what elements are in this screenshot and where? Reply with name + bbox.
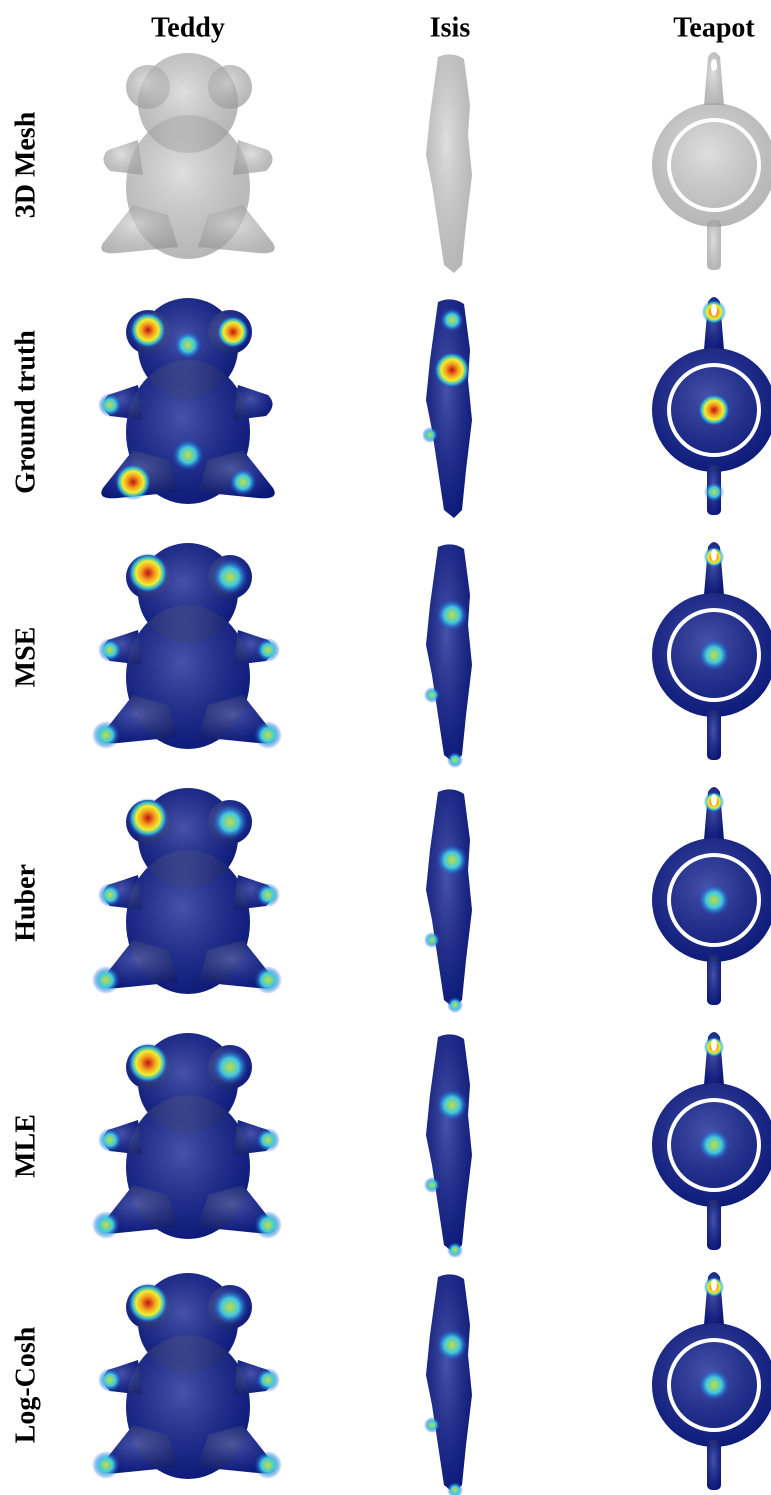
heat-spot bbox=[436, 844, 468, 876]
heat-spot bbox=[130, 312, 166, 348]
heat-spot bbox=[115, 464, 151, 500]
heat-spot bbox=[92, 721, 120, 749]
shading bbox=[101, 1273, 274, 1479]
cell-image bbox=[426, 54, 472, 273]
shading bbox=[426, 1034, 472, 1253]
teapot-hole bbox=[711, 1039, 717, 1051]
row-label: MLE bbox=[10, 1114, 41, 1178]
heat-spot bbox=[698, 1369, 730, 1401]
heat-spot bbox=[217, 316, 249, 348]
heat-spot bbox=[229, 468, 257, 496]
heat-spot bbox=[434, 352, 470, 388]
cell-image bbox=[652, 1272, 771, 1490]
heat-spot bbox=[447, 997, 463, 1013]
heat-spot bbox=[256, 638, 280, 662]
shading bbox=[101, 53, 274, 259]
heat-spot bbox=[436, 1329, 468, 1361]
shading bbox=[426, 1274, 472, 1493]
heat-spot bbox=[128, 798, 168, 838]
figure: Teddy Isis Teapot 3D Mesh Ground truth M… bbox=[0, 0, 771, 1495]
shading bbox=[426, 789, 472, 1008]
heat-spot bbox=[98, 1128, 122, 1152]
cell-grid bbox=[92, 52, 771, 1495]
heat-spot bbox=[698, 884, 730, 916]
heat-spot bbox=[212, 804, 248, 840]
cell-image bbox=[652, 1032, 771, 1250]
shading bbox=[101, 543, 274, 749]
heat-spot bbox=[698, 394, 730, 426]
heat-spot bbox=[92, 1211, 120, 1239]
heat-spot bbox=[128, 1283, 168, 1323]
heat-spot bbox=[98, 393, 122, 417]
heat-spot bbox=[436, 1089, 468, 1121]
teapot-hole bbox=[711, 1279, 717, 1291]
heat-spot bbox=[698, 1129, 730, 1161]
shading bbox=[426, 544, 472, 763]
cell-image bbox=[424, 1274, 472, 1495]
heat-spot bbox=[254, 721, 282, 749]
shading bbox=[101, 1033, 274, 1239]
heat-spot bbox=[92, 966, 120, 994]
heat-spot bbox=[92, 1451, 120, 1479]
heat-spot bbox=[422, 427, 438, 443]
cell-image bbox=[652, 787, 771, 1005]
heat-spot bbox=[98, 883, 122, 907]
column-header: Isis bbox=[430, 12, 471, 43]
heat-spot bbox=[447, 1242, 463, 1258]
teapot-hole bbox=[711, 794, 717, 806]
cell-image bbox=[98, 298, 275, 504]
row-label: Huber bbox=[10, 864, 41, 942]
cell-image bbox=[92, 1273, 282, 1479]
heat-spot bbox=[212, 559, 248, 595]
cell-image bbox=[652, 297, 771, 515]
heat-spot bbox=[212, 1289, 248, 1325]
heat-spot bbox=[424, 1417, 440, 1433]
column-header: Teddy bbox=[151, 12, 225, 43]
heat-spot bbox=[128, 553, 168, 593]
heat-spot bbox=[98, 638, 122, 662]
teapot-hole bbox=[711, 59, 717, 71]
row-label: MSE bbox=[10, 627, 41, 688]
teapot-hole bbox=[711, 549, 717, 561]
heat-spot bbox=[254, 966, 282, 994]
heat-spot bbox=[98, 1368, 122, 1392]
heat-spot bbox=[256, 1128, 280, 1152]
shading bbox=[426, 299, 472, 518]
cell-image bbox=[652, 542, 771, 760]
heat-spot bbox=[256, 883, 280, 907]
shading bbox=[426, 54, 472, 273]
row-label: Ground truth bbox=[10, 330, 41, 494]
heat-spot bbox=[174, 331, 202, 359]
heat-spot bbox=[424, 1177, 440, 1193]
heat-spot bbox=[698, 639, 730, 671]
cell-image bbox=[424, 544, 472, 768]
heat-spot bbox=[254, 1211, 282, 1239]
heat-spot bbox=[447, 752, 463, 768]
cell-image bbox=[652, 52, 771, 270]
cell-image bbox=[101, 53, 274, 259]
cell-image bbox=[92, 788, 282, 994]
heat-spot bbox=[704, 482, 724, 502]
row-label: 3D Mesh bbox=[10, 111, 41, 218]
heat-spot bbox=[440, 308, 464, 332]
heat-spot bbox=[128, 1043, 168, 1083]
cell-image bbox=[422, 299, 472, 518]
column-header: Teapot bbox=[673, 12, 755, 43]
heat-spot bbox=[172, 439, 204, 471]
cell-image bbox=[92, 1033, 282, 1239]
shading bbox=[101, 788, 274, 994]
cell-image bbox=[424, 1034, 472, 1258]
heat-spot bbox=[436, 599, 468, 631]
cell-image bbox=[424, 789, 472, 1013]
heat-spot bbox=[212, 1049, 248, 1085]
heat-spot bbox=[424, 932, 440, 948]
row-label: Log-Cosh bbox=[10, 1326, 41, 1443]
heat-spot bbox=[256, 1368, 280, 1392]
cell-image bbox=[92, 543, 282, 749]
heat-spot bbox=[254, 1451, 282, 1479]
teapot-hole bbox=[711, 304, 717, 316]
heat-spot bbox=[424, 687, 440, 703]
